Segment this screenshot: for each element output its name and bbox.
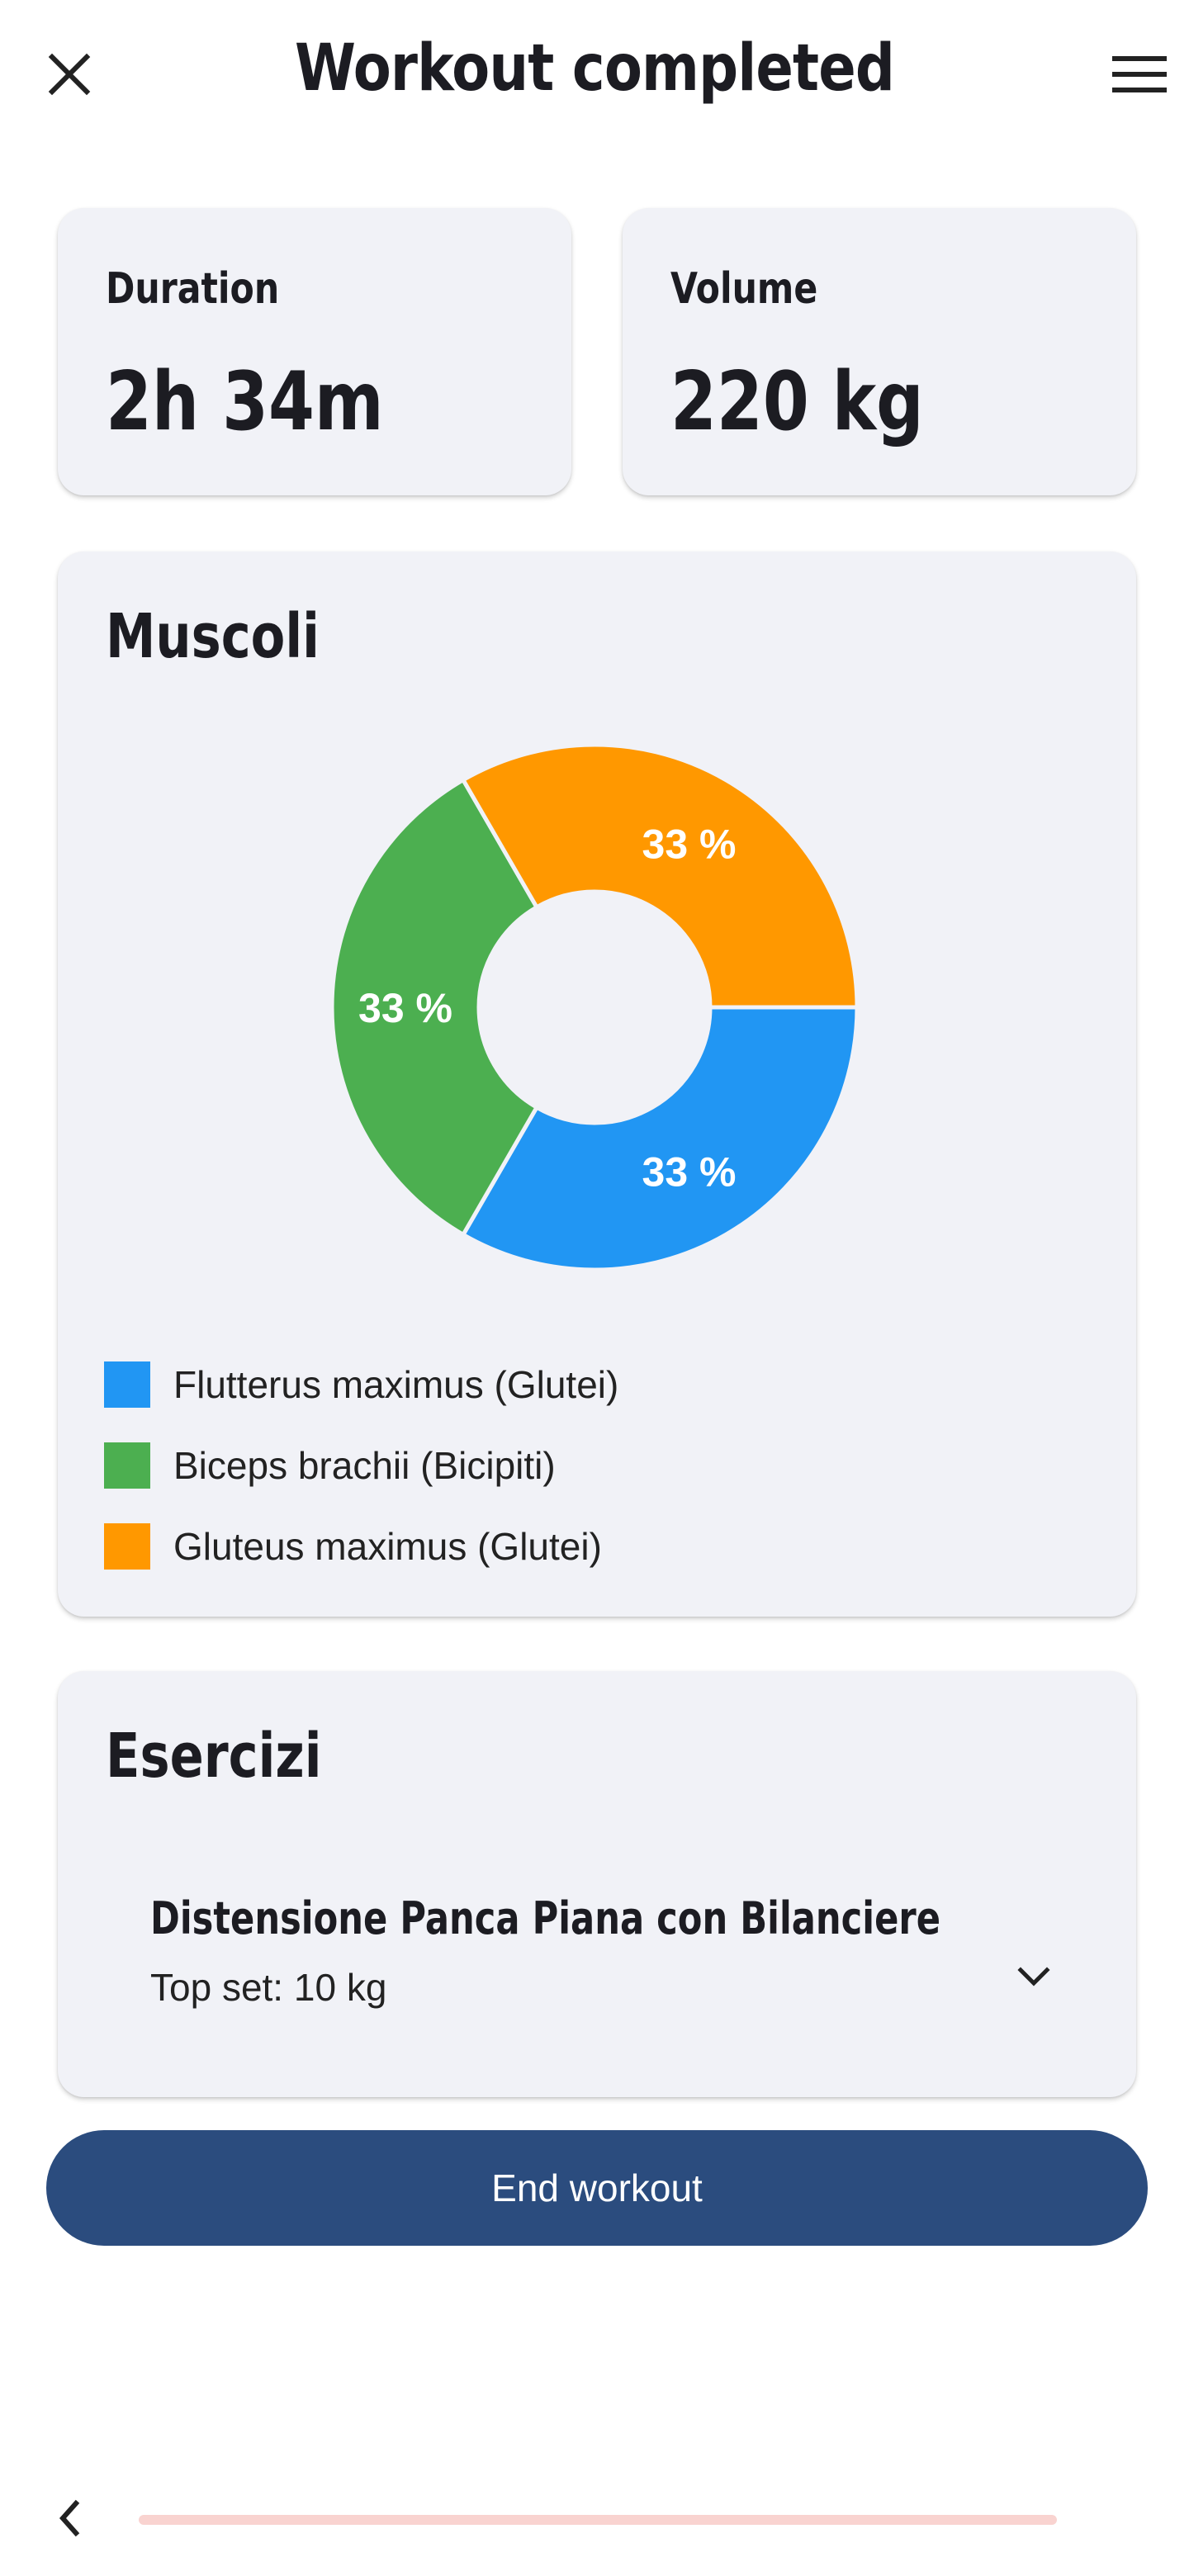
close-button[interactable] [36,41,102,107]
donut-slice-label: 33 % [642,1148,737,1195]
duration-card: Duration 2h 34m [58,208,571,495]
exercise-top-set: Top set: 10 kg [150,1966,387,2009]
legend-item: Flutterus maximus (Glutei) [104,1344,618,1425]
donut-slice-label: 33 % [642,822,737,868]
legend-item: Biceps brachii (Bicipiti) [104,1425,618,1506]
page-title: Workout completed [294,31,895,106]
duration-value: 2h 34m [106,355,384,449]
hamburger-menu-icon [1112,56,1167,92]
donut-slice [330,777,540,1238]
legend-label: Gluteus maximus (Glutei) [173,1525,602,1568]
close-icon [48,53,91,96]
end-workout-button[interactable]: End workout [46,2130,1148,2246]
legend-label: Biceps brachii (Bicipiti) [173,1444,556,1487]
app-header: Workout completed [0,0,1189,149]
legend-swatch [104,1361,150,1408]
exercise-name: Distensione Panca Piana con Bilanciere [150,1892,941,1944]
legend-item: Gluteus maximus (Glutei) [104,1506,618,1587]
exercises-title: Esercizi [106,1721,322,1792]
legend-swatch [104,1442,150,1489]
exercises-card: Esercizi Distensione Panca Piana con Bil… [58,1671,1136,2097]
muscles-title: Muscoli [106,601,320,672]
bottom-navigation-bar [0,2477,1189,2576]
duration-label: Duration [106,264,280,314]
legend-swatch [104,1523,150,1570]
chevron-left-icon[interactable] [50,2493,91,2543]
chevron-down-icon[interactable] [1009,1952,1059,2001]
volume-value: 220 kg [670,355,924,449]
muscles-donut-chart: 33 % 33 % 33 % [330,743,859,1271]
muscles-card: Muscoli 33 % 33 % 33 % Flutterus maximus (… [58,552,1136,1617]
donut-slice-label: 33 % [358,985,452,1031]
volume-card: Volume 220 kg [623,208,1136,495]
legend-label: Flutterus maximus (Glutei) [173,1363,619,1406]
donut-slice [460,743,859,1010]
donut-slice [460,1005,859,1271]
progress-bar [139,2515,1057,2525]
volume-label: Volume [670,264,818,314]
exercise-item[interactable]: Distensione Panca Piana con Bilanciere T… [150,1886,1067,2034]
menu-button[interactable] [1106,41,1172,107]
chart-legend: Flutterus maximus (Glutei) Biceps brachii… [104,1344,618,1587]
